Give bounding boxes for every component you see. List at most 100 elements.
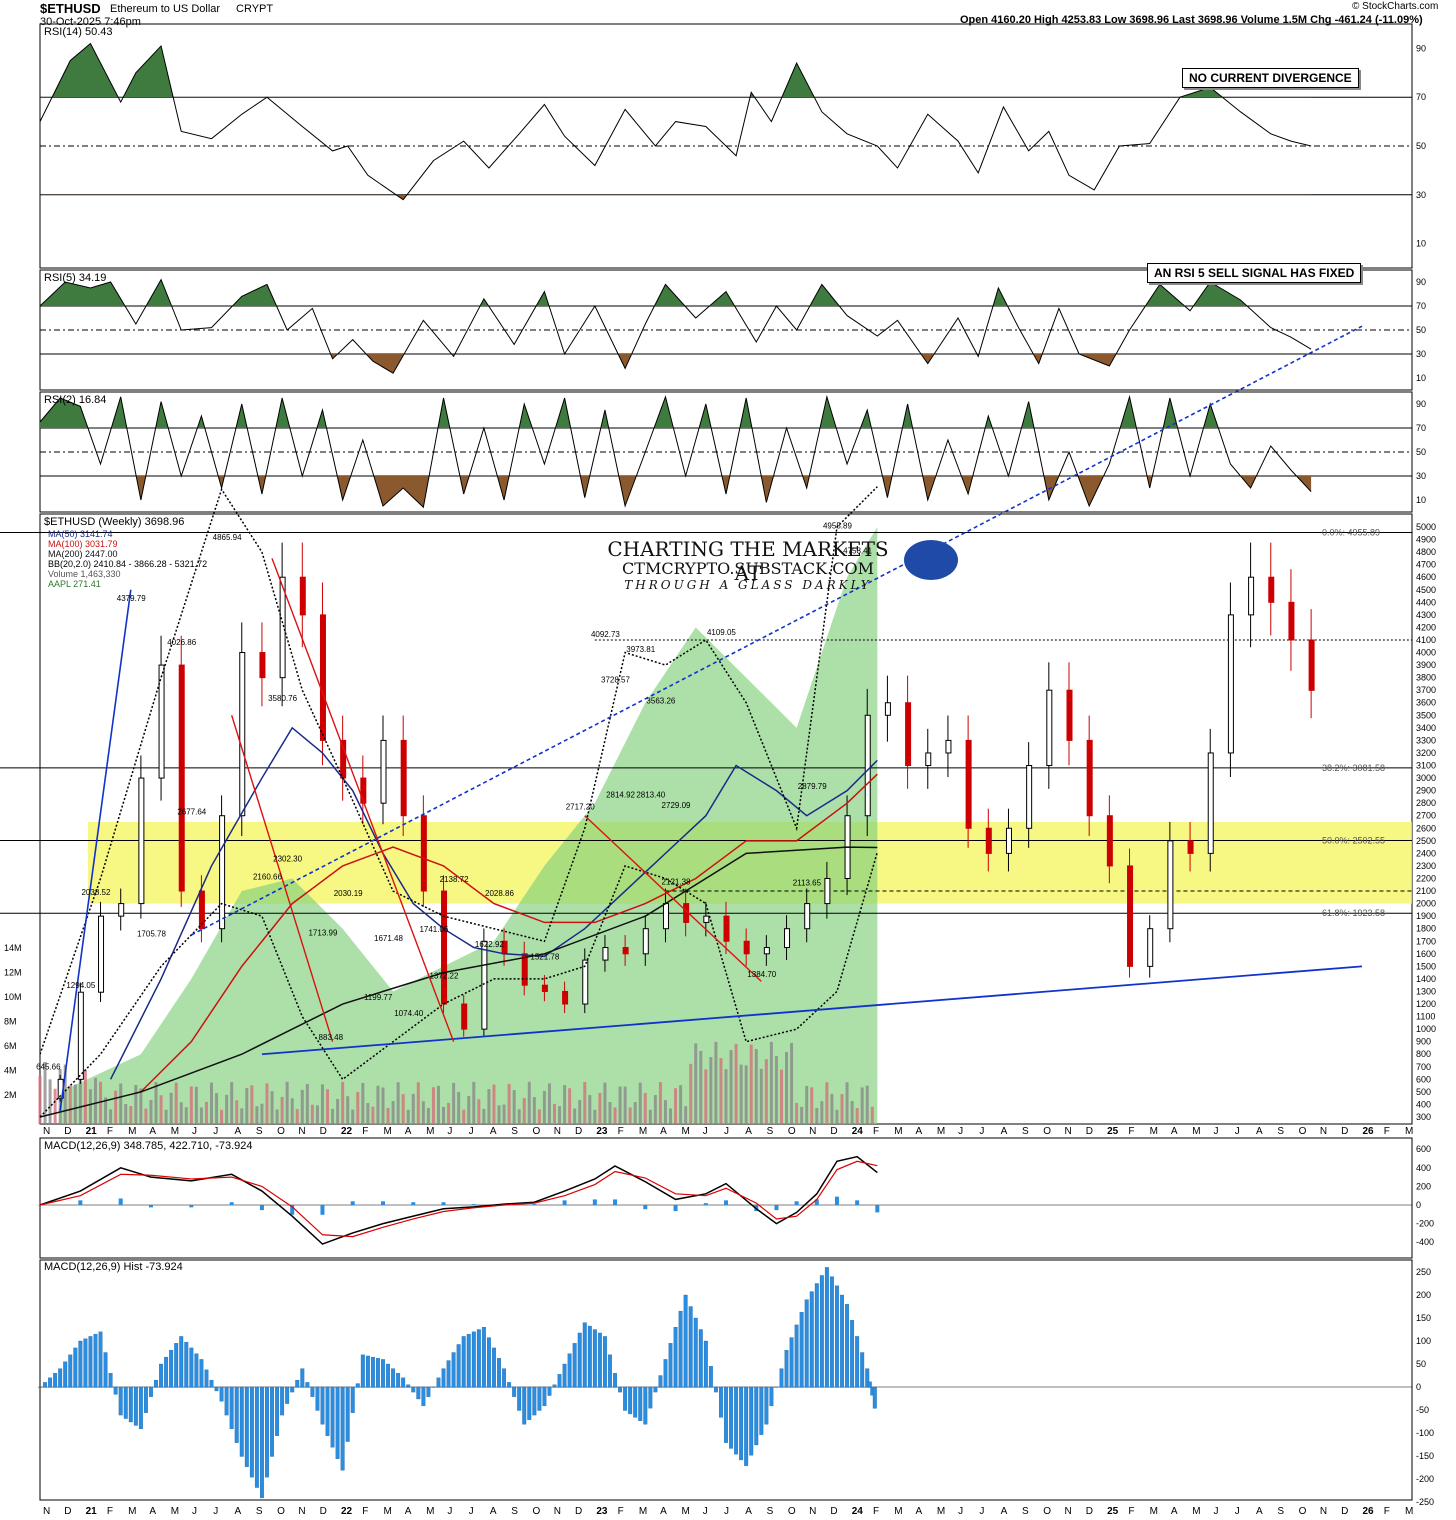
price-point-label: 2677.64 [177, 808, 206, 817]
price-tick: 1200 [1416, 999, 1436, 1009]
x-axis-label-bottom: D [1086, 1506, 1093, 1517]
price-tick: 4900 [1416, 535, 1436, 545]
price-point-label: 4865.94 [213, 533, 242, 542]
x-axis-label-top: N [1320, 1126, 1327, 1137]
volume-bar [109, 1109, 113, 1124]
volume-bar [532, 1097, 536, 1124]
hist-bar [749, 1386, 754, 1456]
volume-bar [633, 1102, 637, 1124]
x-axis-label-top: M [171, 1126, 179, 1137]
volume-bar [658, 1082, 662, 1124]
volume-bar [255, 1106, 259, 1124]
rsi2-tick: 10 [1416, 495, 1426, 505]
hist-bar [219, 1386, 224, 1402]
volume-bar [709, 1057, 713, 1124]
x-axis-label-top: A [745, 1126, 752, 1137]
hist-bar [537, 1386, 542, 1411]
volume-bar [704, 1069, 708, 1124]
volume-bar [462, 1109, 466, 1124]
volume-bar [381, 1087, 385, 1124]
candle-body [763, 947, 770, 955]
volume-bar [245, 1088, 249, 1124]
hist-bar [118, 1386, 123, 1416]
candle-body [1086, 739, 1093, 817]
hist-bar [275, 1386, 280, 1436]
volume-bar [739, 1064, 743, 1124]
candle-body [541, 984, 548, 992]
x-axis-label-bottom: S [1277, 1506, 1284, 1517]
rsi5-overbought-fill [40, 279, 1312, 306]
rsi14-note: NO CURRENT DIVERGENCE [1182, 68, 1359, 88]
hist-bar [658, 1375, 663, 1388]
hist-bar [315, 1386, 320, 1411]
volume-bar [472, 1081, 476, 1124]
macd-bar [774, 1205, 779, 1211]
volume-bar [522, 1098, 526, 1124]
hist-bar [350, 1386, 355, 1413]
x-axis-label-bottom: J [724, 1506, 729, 1517]
hist-bar [406, 1384, 411, 1388]
hist-bar [376, 1358, 380, 1388]
volume-tick: 6M [4, 1041, 17, 1051]
candle-body [824, 877, 831, 905]
candle-body [905, 702, 912, 767]
price-tick: 2800 [1416, 798, 1436, 808]
hist-bar [73, 1347, 78, 1388]
hist-bar [436, 1377, 441, 1388]
hist-bar [330, 1386, 335, 1448]
volume-bar [386, 1108, 390, 1124]
volume-bar [260, 1103, 264, 1124]
hist-bar [199, 1359, 204, 1388]
candle-body [1005, 827, 1012, 854]
price-tick: 700 [1416, 1062, 1431, 1072]
volume-bar [336, 1099, 340, 1124]
hist-bar [53, 1373, 58, 1388]
x-axis-label-bottom: M [171, 1506, 179, 1517]
price-tick: 4800 [1416, 547, 1436, 557]
hist-bar [355, 1383, 360, 1388]
volume-bar [734, 1043, 738, 1124]
hist-bar [123, 1386, 128, 1419]
hist-tick: 150 [1416, 1313, 1431, 1323]
brand-line-1: CHARTING THE MARKETS AT [607, 537, 889, 585]
volume-bar [578, 1100, 582, 1124]
price-point-label: 2038.52 [81, 888, 110, 897]
hist-bar [708, 1366, 713, 1388]
x-axis-label-bottom: J [192, 1506, 197, 1517]
volume-bar [53, 1088, 57, 1124]
x-axis-label-top: O [277, 1126, 285, 1137]
x-axis-label-top: 24 [852, 1126, 864, 1137]
x-axis-label-bottom: N [809, 1506, 816, 1517]
volume-bar [638, 1082, 642, 1124]
price-point-label: 1622.92 [475, 940, 504, 949]
volume-bar [593, 1109, 597, 1124]
rsi5-tick: 70 [1416, 301, 1426, 311]
price-point-label: 1199.77 [364, 993, 393, 1002]
x-axis-label-bottom: A [405, 1506, 412, 1517]
volume-bar [517, 1109, 521, 1124]
hist-bar [204, 1369, 209, 1388]
rsi2-tick: 70 [1416, 423, 1426, 433]
hist-bar [527, 1386, 532, 1420]
macd-bar [703, 1203, 708, 1206]
candle-body [703, 915, 710, 923]
hist-bar [189, 1347, 194, 1388]
hist-bar [867, 1381, 872, 1388]
hist-bar [507, 1382, 512, 1388]
price-point-label: 1294.05 [66, 981, 95, 990]
volume-bar [719, 1058, 723, 1124]
x-axis-label-bottom: F [1384, 1506, 1390, 1517]
x-axis-label-top: S [256, 1126, 263, 1137]
x-axis-label-bottom: J [447, 1506, 452, 1517]
price-tick: 3700 [1416, 685, 1436, 695]
hist-bar [63, 1361, 68, 1388]
quote-summary: Open 4160.20 High 4253.83 Low 3698.96 La… [960, 14, 1423, 26]
x-axis-label-top: A [1256, 1126, 1263, 1137]
x-axis-label-top: F [1384, 1126, 1390, 1137]
price-tick: 900 [1416, 1037, 1431, 1047]
volume-bar [845, 1082, 849, 1124]
hist-bar [179, 1336, 184, 1388]
bollinger-lower [39, 851, 879, 1118]
x-axis-label-top: F [362, 1126, 368, 1137]
